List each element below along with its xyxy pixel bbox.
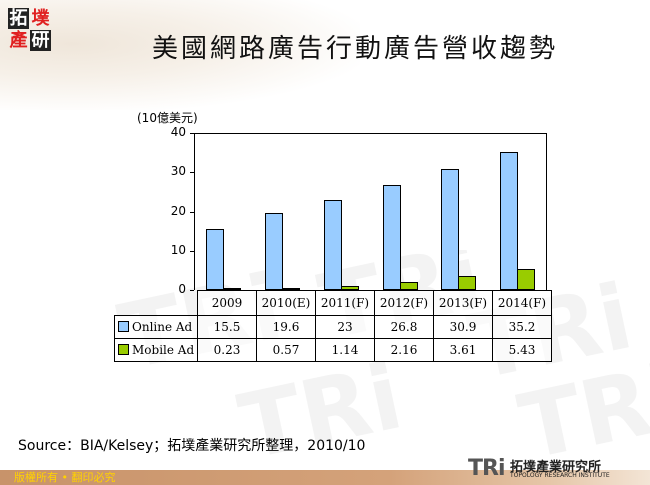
data-cell: 3.61 (433, 338, 493, 362)
y-tick-mark (190, 211, 194, 213)
brand-name-cn: 拓墣產業研究所 (510, 460, 602, 475)
y-tick-mark (190, 133, 194, 134)
data-cell: 35.2 (492, 315, 552, 339)
y-tick-mark (190, 172, 194, 174)
company-logo: 拓 墣 產 研 (8, 8, 52, 52)
category-label: 2011(F) (315, 290, 375, 316)
y-axis-unit-label: (10億美元) (137, 111, 198, 125)
online-ad-bar (500, 152, 519, 290)
y-tick-label: 40 (170, 125, 186, 139)
data-cell: 19.6 (256, 315, 316, 339)
mobile-ad-swatch-icon (118, 344, 129, 355)
mobile-ad-bar (399, 282, 418, 290)
logo-char: 研 (30, 30, 51, 51)
category-label: 2014(F) (492, 290, 552, 316)
online-ad-bar (264, 213, 283, 290)
data-cell: 0.57 (256, 338, 316, 362)
series-name: Mobile Ad (132, 343, 195, 357)
category-header-row: 2009 2010(E) 2011(F) 2012(F) 2013(F) 2014(F) (114, 290, 552, 316)
mobile-ad-bar (223, 288, 241, 290)
tri-letters: TRi (468, 456, 505, 481)
tri-brand-logo: TRi 拓墣產業研究所 TOPOLOGY RESEARCH INSTITUTE (468, 456, 648, 482)
data-cell: 15.5 (197, 315, 257, 339)
data-cell: 0.23 (197, 338, 257, 362)
data-cell: 5.43 (492, 338, 552, 362)
logo-char: 拓 (8, 8, 29, 29)
data-cell: 2.16 (374, 338, 434, 362)
table-corner (114, 290, 198, 316)
logo-char: 墣 (31, 8, 50, 29)
y-tick-label: 10 (170, 242, 186, 257)
data-cell: 23 (315, 315, 375, 339)
data-cell: 26.8 (374, 315, 434, 339)
y-tick-label: 30 (170, 164, 186, 179)
brand-name-en: TOPOLOGY RESEARCH INSTITUTE (510, 472, 610, 479)
copyright-text: 版權所有 • 翻印必究 (14, 471, 116, 484)
mobile-ad-bar (340, 286, 359, 290)
legend-mobile-ad: Mobile Ad (114, 338, 198, 362)
plot-area (194, 133, 547, 290)
data-table: 2009 2010(E) 2011(F) 2012(F) 2013(F) 2014(F) … (114, 290, 552, 362)
mobile-ad-bar (281, 288, 300, 290)
online-ad-bar (382, 185, 401, 290)
source-note: Source：BIA/Kelsey；拓墣產業研究所整理，2010/10 (18, 438, 366, 454)
online-ad-bar (323, 200, 342, 290)
data-cell: 1.14 (315, 338, 375, 362)
y-tick-label: 20 (170, 203, 186, 218)
online-ad-swatch-icon (118, 321, 129, 332)
table-row-mobile-ad: Mobile Ad 0.23 0.57 1.14 2.16 3.61 5.43 (114, 338, 552, 362)
mobile-ad-bar (517, 269, 536, 290)
category-label: 2012(F) (374, 290, 434, 316)
data-cell: 30.9 (433, 315, 493, 339)
online-ad-bar (441, 169, 460, 290)
logo-char: 產 (9, 30, 28, 51)
table-row-online-ad: Online Ad 15.5 19.6 23 26.8 30.9 35.2 (114, 315, 552, 339)
tri-logo-mark: TRi (468, 456, 505, 481)
slide-title: 美國網路廣告行動廣告營收趨勢 (152, 34, 559, 64)
online-ad-bar (206, 229, 224, 290)
category-label: 2010(E) (256, 290, 316, 316)
mobile-ad-bar (458, 276, 477, 290)
legend-online-ad: Online Ad (114, 315, 198, 339)
y-tick-label: 0 (178, 282, 186, 296)
category-label: 2013(F) (433, 290, 493, 316)
y-tick-mark (190, 250, 194, 252)
series-name: Online Ad (132, 320, 193, 334)
footer-bar (0, 470, 650, 485)
category-label: 2009 (197, 290, 257, 316)
